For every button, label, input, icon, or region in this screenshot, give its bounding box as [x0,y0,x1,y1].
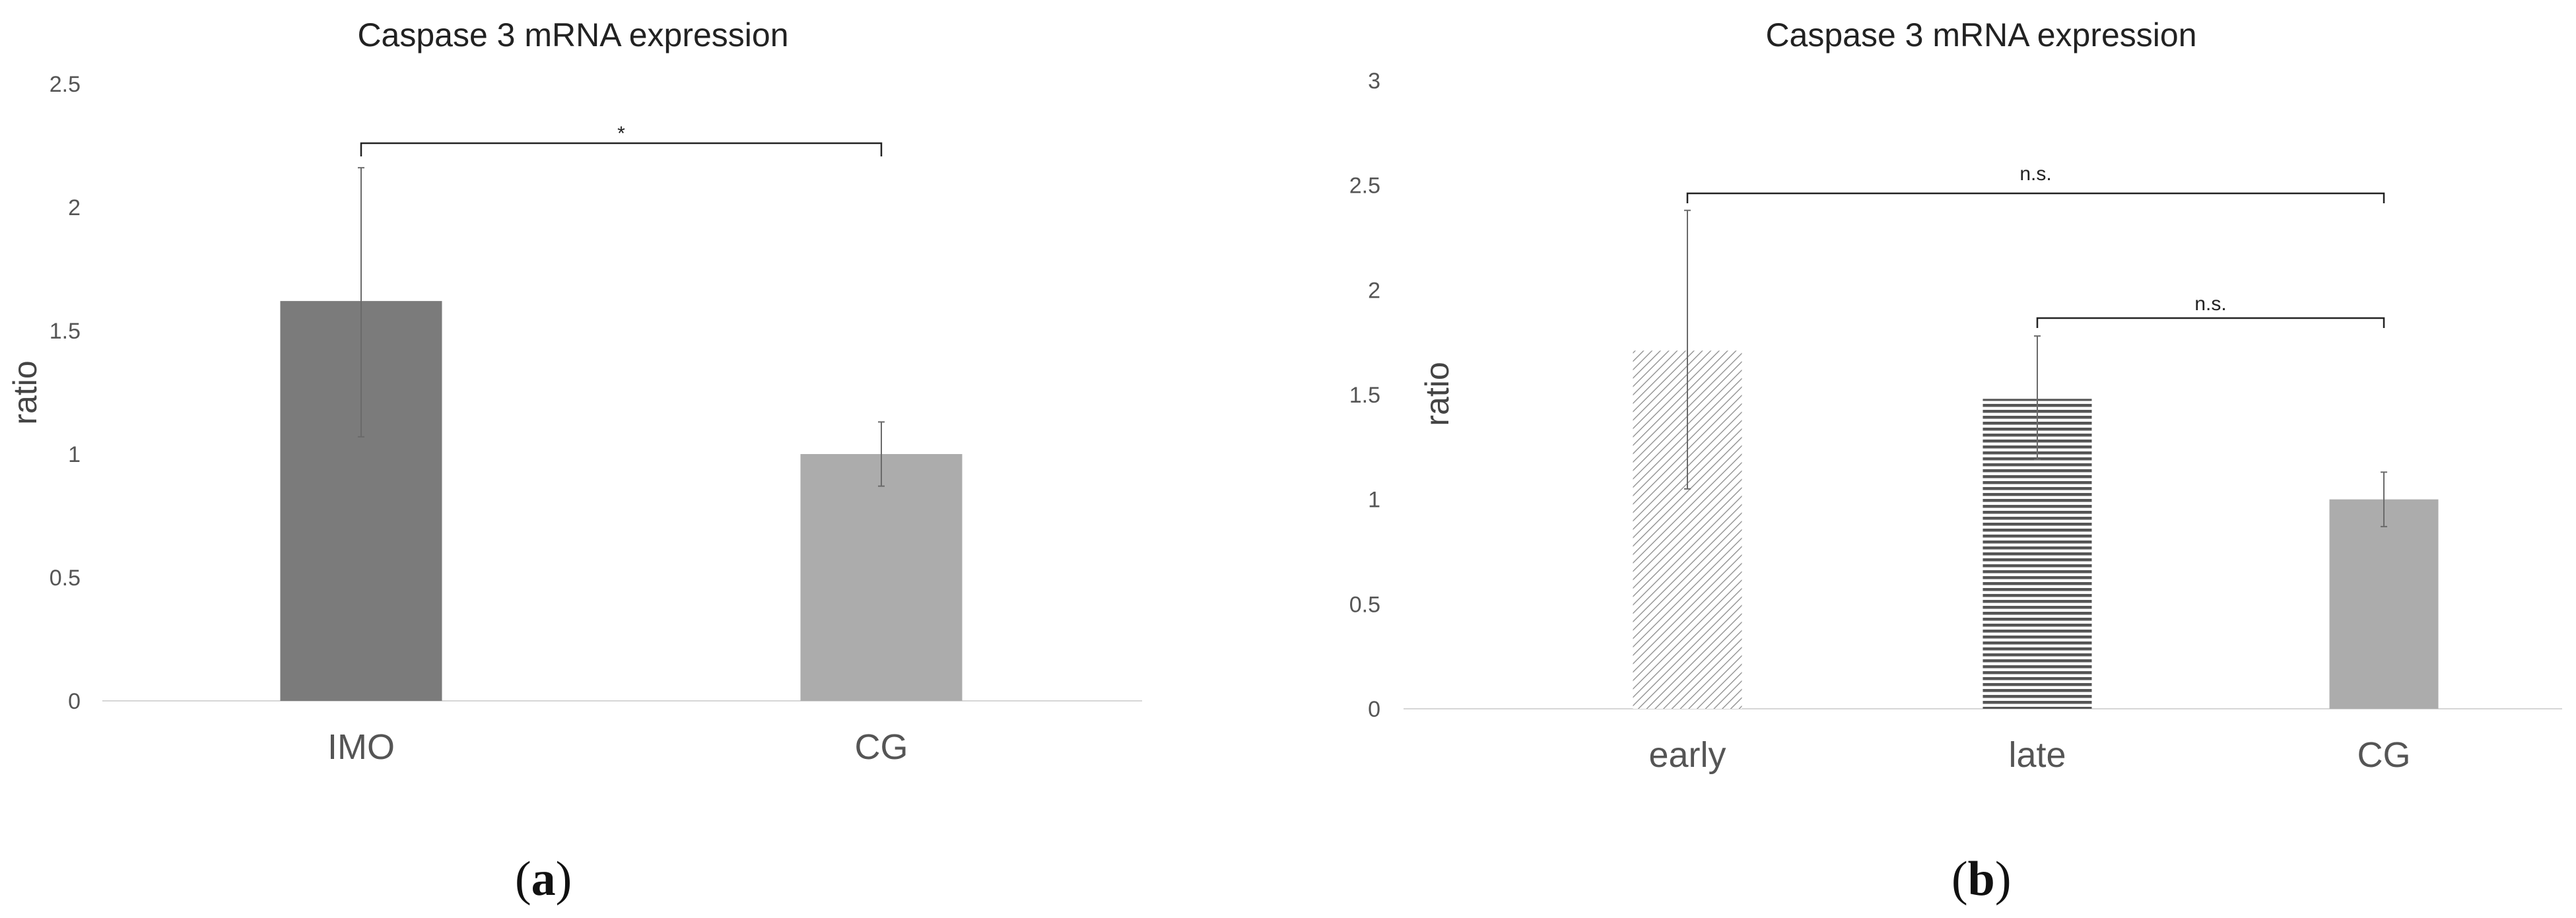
significance-label: * [617,123,625,145]
category-label: late [2008,735,2066,775]
y-tick-label: 1 [1368,488,1380,513]
y-tick-label: 2.5 [1349,174,1380,199]
significance-bracket [1686,192,2385,203]
category-label: IMO [327,727,395,767]
bar-chart-b: Caspase 3 mRNA expression ratio 0 0.5 1 1.5 2 2… [1349,16,2562,775]
significance-label: n.s. [2019,163,2051,185]
significance-bracket [2036,317,2385,328]
bar-cg [800,454,963,701]
bar-chart-a: Caspase 3 mRNA expression ratio 0 0.5 1 1.5 2 2… [7,16,1142,767]
y-tick-label: 0.5 [50,566,81,591]
chart-title: Caspase 3 mRNA expression [1765,16,2196,53]
bar-cg [2329,499,2439,709]
panel-label-b: (b) [1951,852,2012,906]
y-tick-label: 0.5 [1349,592,1380,617]
category-label: CG [2357,735,2411,775]
y-axis-title: ratio [1419,362,1456,426]
chart-title: Caspase 3 mRNA expression [357,16,788,53]
y-tick-label: 2 [1368,278,1380,303]
panel-label-a: (a) [515,852,572,906]
y-tick-label: 2.5 [50,72,81,97]
y-tick-label: 3 [1368,69,1380,94]
category-label: CG [855,727,908,767]
chart-panel-a: Caspase 3 mRNA expression ratio 0 0.5 1 1.5 2 2… [7,16,1142,906]
y-tick-label: 0 [68,689,81,714]
y-axis-title: ratio [7,360,44,424]
significance-label: n.s. [2194,293,2226,315]
y-tick-label: 2 [68,195,81,220]
category-label: early [1648,735,1726,775]
chart-panel-b: Caspase 3 mRNA expression ratio 0 0.5 1 1.5 2 2… [1288,0,2576,918]
significance-bracket [360,142,883,156]
y-tick-label: 1.5 [50,319,81,344]
y-tick-label: 1.5 [1349,383,1380,408]
y-tick-label: 0 [1368,697,1380,722]
y-tick-label: 1 [68,442,81,467]
